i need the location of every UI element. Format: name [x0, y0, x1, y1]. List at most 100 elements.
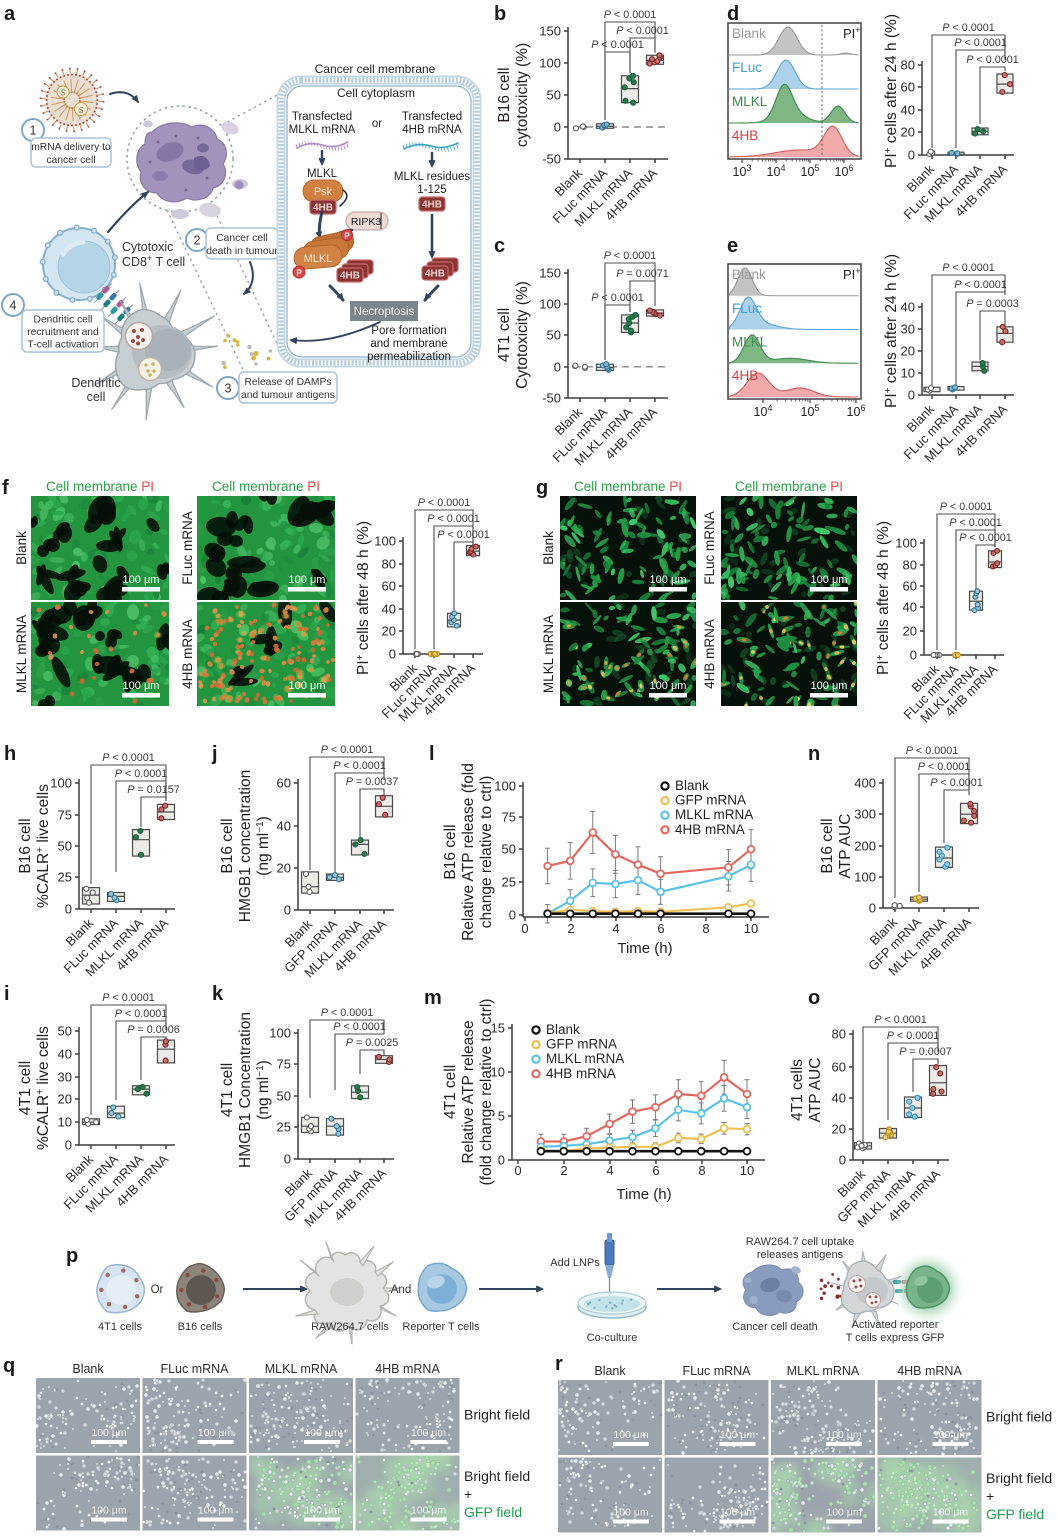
svg-text:P < 0.0001: P < 0.0001	[591, 39, 644, 51]
svg-text:+: +	[464, 1486, 472, 1502]
svg-text:80: 80	[901, 58, 915, 73]
svg-text:MLKL mRNA: MLKL mRNA	[675, 807, 753, 822]
svg-text:100: 100	[50, 776, 72, 791]
svg-text:FLuc mRNA: FLuc mRNA	[702, 511, 717, 585]
svg-text:40: 40	[903, 600, 917, 615]
svg-text:100 μm: 100 μm	[720, 1507, 755, 1519]
svg-text:(ng ml−1): (ng ml−1)	[255, 816, 273, 876]
svg-text:RAW264.7 cells: RAW264.7 cells	[311, 1321, 389, 1333]
svg-text:80: 80	[382, 557, 396, 572]
svg-text:MLKL: MLKL	[732, 335, 768, 350]
svg-text:Relative ATP release: Relative ATP release	[460, 1020, 477, 1163]
svg-text:1: 1	[30, 124, 37, 138]
svg-text:FLuc mRNA: FLuc mRNA	[682, 1364, 751, 1378]
svg-text:P < 0.0001: P < 0.0001	[949, 517, 1002, 529]
svg-text:p: p	[66, 1245, 78, 1267]
svg-text:100 μm: 100 μm	[123, 680, 160, 692]
svg-text:q: q	[3, 1355, 15, 1377]
svg-text:GFP mRNA: GFP mRNA	[675, 793, 746, 808]
svg-text:100 μm: 100 μm	[411, 1505, 446, 1517]
svg-text:and tumour antigens: and tumour antigens	[241, 390, 335, 401]
svg-text:Cancer cell: Cancer cell	[216, 233, 268, 244]
svg-text:0: 0	[554, 360, 561, 375]
svg-text:MLKL mRNA: MLKL mRNA	[265, 1362, 338, 1376]
svg-text:Cytotoxic: Cytotoxic	[122, 240, 173, 254]
svg-text:0: 0	[869, 901, 876, 916]
svg-text:50: 50	[547, 328, 561, 343]
svg-text:permeabilization: permeabilization	[367, 351, 451, 363]
svg-text:100 μm: 100 μm	[123, 574, 160, 586]
svg-text:P < 0.0001: P < 0.0001	[591, 292, 644, 304]
svg-text:Cell membrane PI: Cell membrane PI	[46, 479, 154, 494]
svg-text:HMGB1 Concentration: HMGB1 Concentration	[237, 1012, 254, 1168]
svg-text:Cancer cell death: Cancer cell death	[732, 1321, 818, 1333]
svg-text:Blank: Blank	[72, 1362, 104, 1376]
svg-text:Blank: Blank	[14, 531, 29, 565]
svg-text:MLKL: MLKL	[732, 94, 768, 109]
svg-text:B16 cell: B16 cell	[819, 818, 836, 873]
svg-text:GFP mRNA: GFP mRNA	[546, 1037, 617, 1052]
svg-text:60: 60	[382, 579, 396, 594]
svg-text:100 μm: 100 μm	[933, 1429, 968, 1441]
svg-text:RIPK3: RIPK3	[351, 216, 382, 228]
svg-text:P = 0.0071: P = 0.0071	[616, 268, 669, 280]
svg-text:P < 0.0001: P < 0.0001	[437, 529, 490, 541]
svg-text:2: 2	[194, 234, 201, 248]
svg-text:75: 75	[58, 808, 72, 823]
svg-text:30: 30	[58, 1070, 72, 1085]
svg-text:50: 50	[502, 842, 516, 857]
svg-text:100: 100	[269, 1026, 291, 1041]
svg-text:Cancer cell membrane: Cancer cell membrane	[315, 62, 436, 76]
svg-text:0: 0	[65, 902, 72, 917]
svg-text:MLKL mRNA: MLKL mRNA	[541, 615, 556, 693]
svg-text:P < 0.0001: P < 0.0001	[102, 752, 155, 764]
svg-text:Time (h): Time (h)	[617, 940, 672, 957]
svg-text:Add LNPs: Add LNPs	[550, 1257, 600, 1269]
svg-text:FLuc mRNA: FLuc mRNA	[180, 511, 195, 585]
svg-text:P = 0.0037: P = 0.0037	[346, 776, 399, 788]
svg-text:4HB: 4HB	[732, 128, 758, 143]
svg-text:400: 400	[854, 776, 876, 791]
svg-text:4HB: 4HB	[422, 200, 442, 211]
svg-text:Relative ATP release (fold: Relative ATP release (fold	[460, 763, 477, 941]
svg-text:Transfected: Transfected	[292, 111, 352, 123]
svg-text:B16 cell: B16 cell	[442, 824, 459, 879]
svg-text:4T1 cells: 4T1 cells	[789, 1059, 806, 1121]
svg-text:or: or	[372, 118, 382, 130]
svg-text:100 μm: 100 μm	[91, 1505, 126, 1517]
svg-text:ATP AUC: ATP AUC	[807, 1058, 824, 1123]
svg-text:HMGB1 concentration: HMGB1 concentration	[237, 770, 254, 923]
svg-text:20: 20	[277, 861, 291, 876]
svg-text:P = 0.0006: P = 0.0006	[127, 1024, 180, 1036]
svg-text:MLKL: MLKL	[307, 168, 338, 180]
svg-text:Bright field: Bright field	[986, 1470, 1052, 1486]
svg-text:100: 100	[895, 536, 917, 551]
svg-text:T-cell activation: T-cell activation	[28, 340, 99, 351]
svg-text:MLKL: MLKL	[304, 253, 333, 265]
svg-text:100 μm: 100 μm	[933, 1507, 968, 1519]
svg-text:b: b	[494, 3, 506, 25]
svg-text:n: n	[808, 743, 820, 765]
svg-text:100 μm: 100 μm	[289, 574, 326, 586]
svg-text:Activated reporter: Activated reporter	[852, 1319, 939, 1331]
svg-text:P < 0.0001: P < 0.0001	[604, 250, 657, 262]
svg-text:8: 8	[702, 921, 709, 936]
svg-text:4T1 cell: 4T1 cell	[442, 1065, 459, 1119]
svg-text:g: g	[536, 477, 548, 499]
svg-text:106: 106	[847, 403, 866, 419]
svg-text:P < 0.0001: P < 0.0001	[115, 768, 168, 780]
svg-text:PI+ cells after 48 h (%): PI+ cells after 48 h (%)	[875, 521, 893, 675]
svg-text:Psk: Psk	[314, 186, 333, 198]
svg-text:100: 100	[854, 870, 876, 885]
svg-text:P < 0.0001: P < 0.0001	[942, 22, 995, 34]
svg-text:100: 100	[539, 56, 561, 71]
svg-text:100: 100	[494, 779, 516, 794]
svg-text:4HB mRNA: 4HB mRNA	[546, 1066, 616, 1081]
svg-text:P < 0.0001: P < 0.0001	[321, 1007, 374, 1019]
svg-text:Reporter T cells: Reporter T cells	[402, 1321, 480, 1333]
svg-text:20: 20	[903, 624, 917, 639]
svg-text:5: 5	[498, 1109, 505, 1124]
svg-text:death in tumour: death in tumour	[206, 246, 278, 257]
svg-text:10: 10	[744, 921, 758, 936]
svg-text:60: 60	[277, 776, 291, 791]
